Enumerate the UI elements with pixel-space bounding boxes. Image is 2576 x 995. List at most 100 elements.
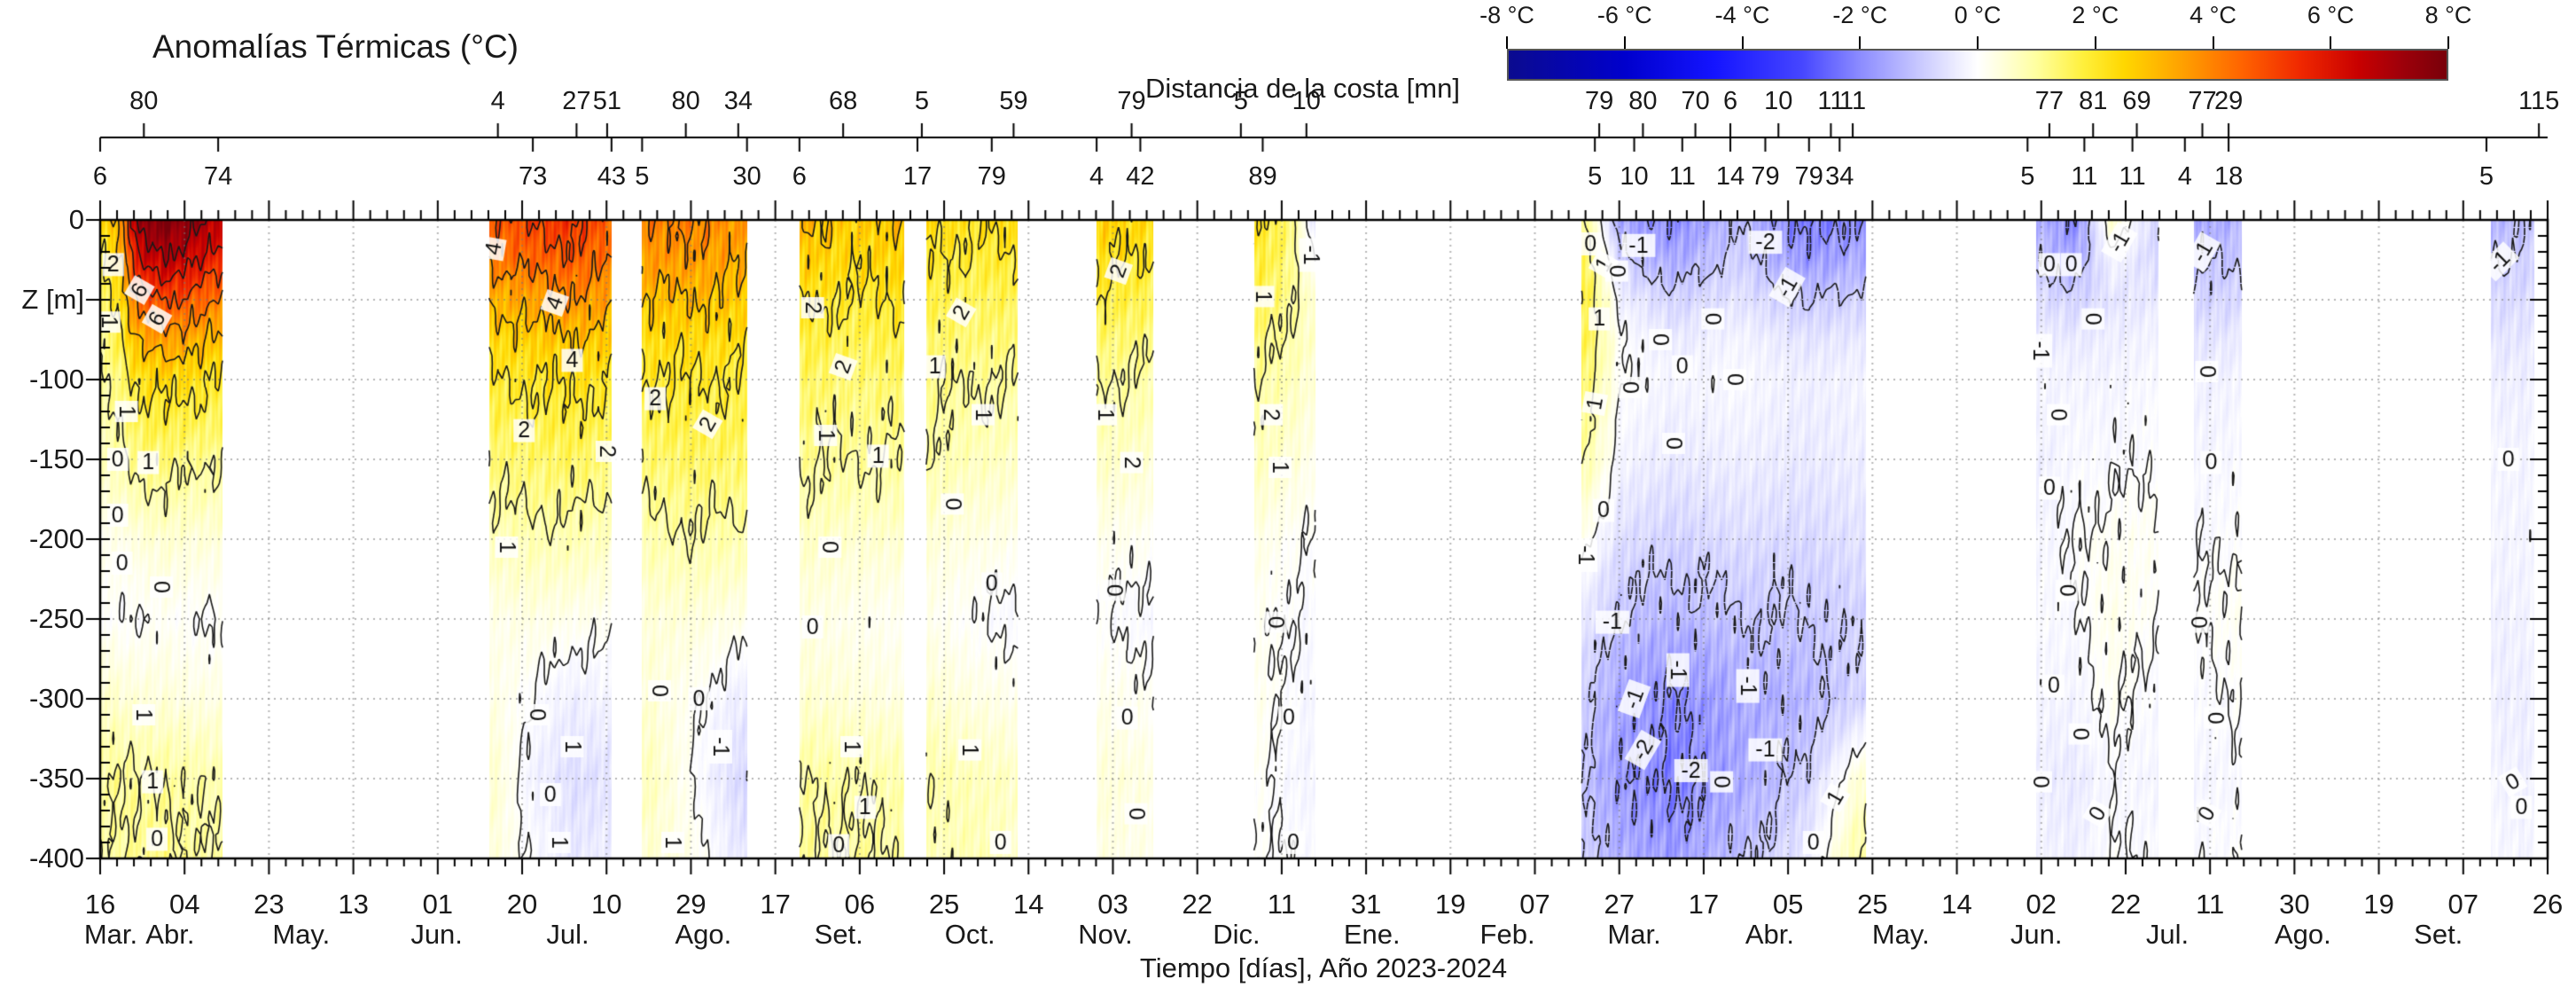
- distance-label: 68: [829, 87, 858, 115]
- distance-label: 74: [203, 162, 233, 191]
- colorbar-tick: [1506, 36, 1508, 49]
- colorbar-tick: [1623, 36, 1626, 49]
- x-tick-label: 22: [1182, 889, 1213, 920]
- distance-label: 80: [1628, 87, 1658, 115]
- x-tick-label: 17: [1688, 889, 1720, 920]
- x-month-label: Abr.: [1745, 919, 1794, 950]
- distance-label: 43: [597, 162, 626, 191]
- distance-label: 4: [2177, 162, 2192, 191]
- distance-label: 80: [129, 87, 159, 115]
- x-tick-label: 10: [590, 889, 622, 920]
- y-tick-label: -300: [28, 683, 84, 714]
- x-tick-label: 17: [760, 889, 791, 920]
- distance-label: 89: [1248, 162, 1277, 191]
- distance-label: 34: [723, 87, 753, 115]
- page-title: Anomalías Térmicas (°C): [152, 28, 519, 65]
- x-tick-label: 31: [1350, 889, 1382, 920]
- distance-label: 17: [902, 162, 933, 191]
- distance-label: 30: [732, 162, 761, 191]
- x-tick-label: 01: [422, 889, 454, 920]
- colorbar-tick-label: 2 °C: [2072, 2, 2119, 28]
- distance-label: 29: [2213, 87, 2244, 115]
- distance-label: 79: [1584, 87, 1614, 115]
- x-tick-label: 27: [1604, 889, 1635, 920]
- distance-row-2: 6 74 73 43 5 30 6 17 79 4 42 89 5 10 11 14 79 79 34 5 11 11 4 1…: [0, 162, 2576, 191]
- distance-label: 6: [792, 162, 807, 191]
- colorbar-tick-label: -6 °C: [1596, 2, 1652, 28]
- x-axis-month-labels: Mar. Abr. May. Jun. Jul. Ago. Set. Oct. Nov. Dic.…: [0, 919, 2576, 950]
- x-tick-label: 05: [1772, 889, 1804, 920]
- x-tick-label: 04: [168, 889, 200, 920]
- x-month-label: Set.: [814, 919, 863, 950]
- distance-label: 10: [1620, 162, 1649, 191]
- colorbar-tick-label: 0 °C: [1954, 2, 2002, 28]
- x-month-label: Ago.: [2275, 919, 2331, 950]
- y-tick-label: -150: [28, 443, 84, 474]
- distance-label: 77: [2188, 87, 2217, 115]
- x-month-label: Nov.: [1078, 919, 1133, 950]
- x-month-label: May.: [1871, 919, 1930, 950]
- distance-label: 79: [1117, 87, 1146, 115]
- colorbar-tick-label: -8 °C: [1479, 2, 1534, 28]
- x-tick-label: 25: [1857, 889, 1888, 920]
- colorbar-tick-label: 6 °C: [2307, 2, 2354, 28]
- x-tick-label: 30: [2279, 889, 2310, 920]
- distance-label: 51: [592, 87, 622, 115]
- colorbar-tick: [1859, 36, 1862, 49]
- distance-label: 6: [1722, 87, 1738, 115]
- x-month-label: Oct.: [944, 919, 995, 950]
- colorbar-tick: [2212, 36, 2214, 49]
- x-month-label: Feb.: [1479, 919, 1535, 950]
- distance-label: 4: [490, 87, 505, 115]
- x-tick-label: 14: [1013, 889, 1044, 920]
- y-axis-label: Z [m]: [21, 284, 84, 315]
- distance-label: 6: [92, 162, 108, 191]
- x-tick-label: 29: [675, 889, 706, 920]
- x-month-label: Dic.: [1213, 919, 1261, 950]
- x-month-label: Jun.: [410, 919, 463, 950]
- y-tick-label: 0: [68, 204, 84, 235]
- distance-label: 5: [1588, 162, 1603, 191]
- distance-label: 5: [2478, 162, 2494, 191]
- x-month-label: Ene.: [1343, 919, 1401, 950]
- x-month-label: Jul.: [546, 919, 589, 950]
- x-month-label: Set.: [2414, 919, 2463, 950]
- distance-label: 77: [2034, 87, 2065, 115]
- x-tick-label: 11: [1267, 889, 1296, 920]
- distance-label: 59: [999, 87, 1028, 115]
- x-tick-label: 23: [254, 889, 285, 920]
- distance-label: 18: [2213, 162, 2244, 191]
- colorbar-tick-label: -4 °C: [1714, 2, 1770, 28]
- x-tick-label: 03: [1097, 889, 1128, 920]
- x-tick-label: 02: [2026, 889, 2057, 920]
- x-tick-label: 20: [506, 889, 538, 920]
- distance-label: 115: [2518, 87, 2560, 115]
- x-tick-label: 13: [338, 889, 369, 920]
- colorbar-tick: [2094, 36, 2096, 49]
- x-month-label: Jun.: [2010, 919, 2063, 950]
- distance-label: 5: [914, 87, 929, 115]
- distance-label: 70: [1681, 87, 1710, 115]
- colorbar-tick-label: -2 °C: [1832, 2, 1888, 28]
- x-month-label: Jul.: [2145, 919, 2190, 950]
- distance-label: 81: [2079, 87, 2108, 115]
- distance-label: 80: [671, 87, 700, 115]
- distance-row-1: 80 4 27 51 80 34 68 5 59 79 5 10 79 80 70 6 10 11 11 77 81 69…: [0, 87, 2576, 115]
- x-month-label: Ago.: [675, 919, 732, 950]
- distance-label: 34: [1825, 162, 1854, 191]
- colorbar: [1507, 49, 2448, 81]
- x-tick-label: 22: [2110, 889, 2142, 920]
- distance-label: 10: [1292, 87, 1321, 115]
- colorbar-tick: [1977, 36, 1979, 49]
- x-tick-label: 19: [2363, 889, 2394, 920]
- colorbar-title: Distancia de la costa [mn]: [1145, 73, 1460, 104]
- y-tick-label: -200: [28, 523, 84, 554]
- distance-label: 11: [1839, 87, 1867, 115]
- distance-label: 14: [1715, 162, 1745, 191]
- x-tick-label: 07: [1519, 889, 1550, 920]
- colorbar-tick: [1741, 36, 1744, 49]
- x-tick-label: 06: [844, 889, 876, 920]
- y-tick-label: -250: [28, 603, 84, 634]
